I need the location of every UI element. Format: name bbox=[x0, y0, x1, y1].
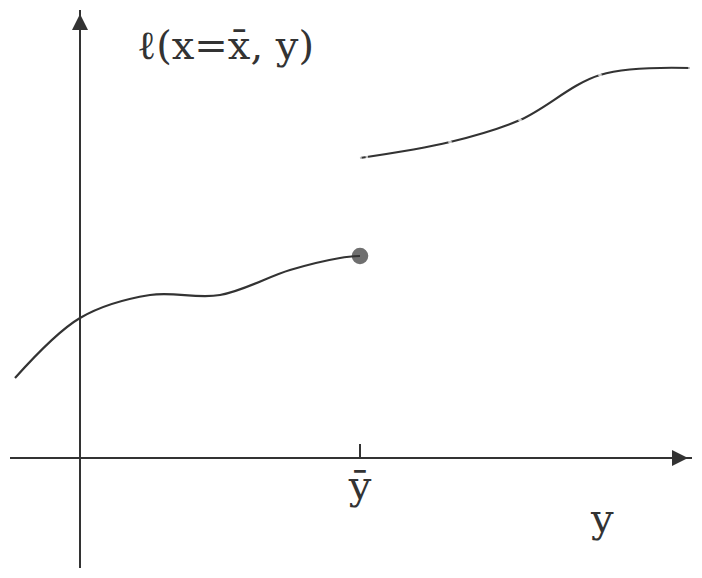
svg-text:y: y bbox=[590, 495, 614, 541]
svg-text:ℓ(x=x̄, y): ℓ(x=x̄, y) bbox=[137, 22, 314, 68]
svg-text:ȳ: ȳ bbox=[348, 462, 372, 508]
